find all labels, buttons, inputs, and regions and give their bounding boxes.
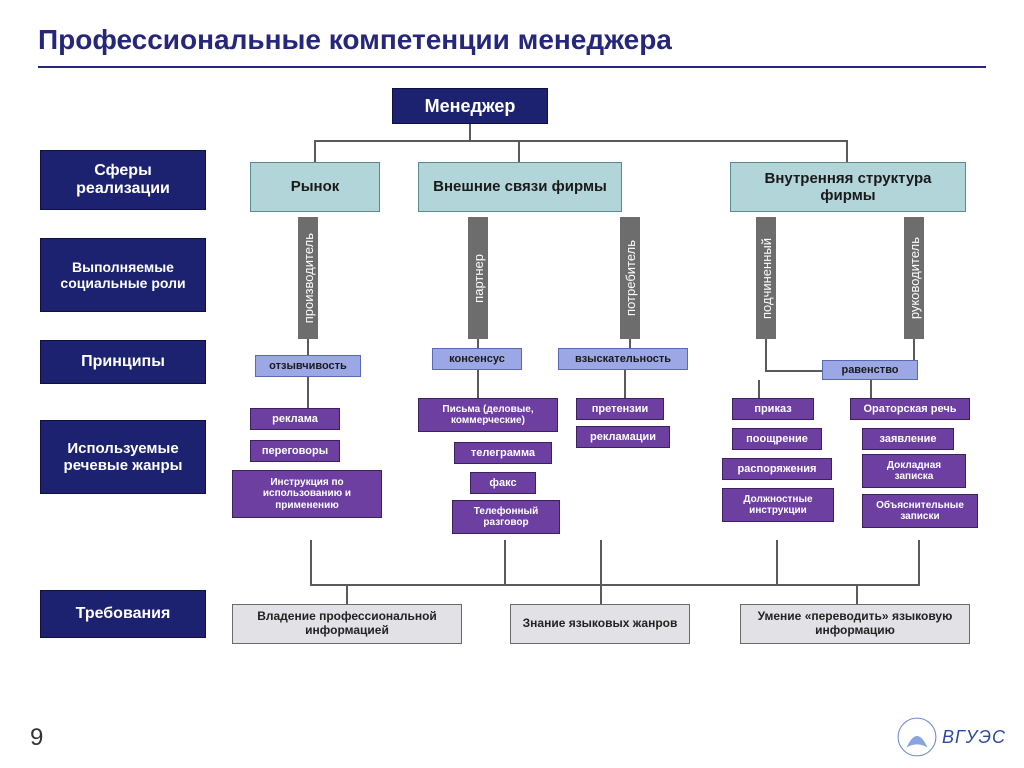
genre-11: поощрение (732, 428, 822, 450)
title-underline (38, 66, 986, 68)
genre-15: Должностные инструкции (722, 488, 834, 522)
left-label-2: Принципы (40, 340, 206, 384)
genre-16: Объяснительные записки (862, 494, 978, 528)
logo-icon (896, 716, 938, 758)
connector (846, 140, 848, 162)
genre-3: Письма (деловые, коммерческие) (418, 398, 558, 432)
genre-12: заявление (862, 428, 954, 450)
genre-0: реклама (250, 408, 340, 430)
connector (310, 584, 920, 586)
connector (776, 540, 778, 586)
sphere-2: Внутренняя структура фирмы (730, 162, 966, 212)
connector (314, 140, 846, 142)
genre-7: факс (470, 472, 536, 494)
role-pillar-3: подчиненный (756, 217, 776, 339)
requirement-1: Знание языковых жанров (510, 604, 690, 644)
requirement-2: Умение «переводить» языковую информацию (740, 604, 970, 644)
sphere-0: Рынок (250, 162, 380, 212)
connector (307, 377, 309, 409)
connector (518, 140, 520, 162)
principle-2: взыскательность (558, 348, 688, 370)
principle-1: консенсус (432, 348, 522, 370)
genre-1: переговоры (250, 440, 340, 462)
genre-14: Докладная записка (862, 454, 966, 488)
left-label-0: Сферы реализации (40, 150, 206, 210)
left-label-1: Выполняемые социальные роли (40, 238, 206, 312)
role-pillar-4: руководитель (904, 217, 924, 339)
slide-number: 9 (30, 724, 43, 752)
genre-5: рекламации (576, 426, 670, 448)
page-title: Профессиональные компетенции менеджера (38, 24, 672, 56)
connector (856, 584, 858, 604)
connector (307, 339, 309, 355)
left-label-4: Требования (40, 590, 206, 638)
requirement-0: Владение профессиональной информацией (232, 604, 462, 644)
left-label-3: Используемые речевые жанры (40, 420, 206, 494)
role-pillar-2: потребитель (620, 217, 640, 339)
genre-13: распоряжения (722, 458, 832, 480)
connector (765, 339, 767, 371)
genre-2: Инструкция по использованию и применению (232, 470, 382, 518)
genre-10: Ораторская речь (850, 398, 970, 420)
root-manager: Менеджер (392, 88, 548, 124)
connector (624, 370, 626, 398)
connector (870, 380, 872, 398)
connector (346, 584, 348, 604)
role-pillar-1: партнер (468, 217, 488, 339)
principle-3: равенство (822, 360, 918, 380)
connector (477, 370, 479, 398)
genre-6: телеграмма (454, 442, 552, 464)
connector (504, 540, 506, 586)
connector (314, 140, 316, 162)
logo-text: ВГУЭС (942, 727, 1006, 748)
role-pillar-0: производитель (298, 217, 318, 339)
connector (758, 380, 760, 398)
connector (600, 584, 602, 604)
connector (310, 540, 312, 586)
sphere-1: Внешние связи фирмы (418, 162, 622, 212)
principle-0: отзывчивость (255, 355, 361, 377)
connector (918, 540, 920, 586)
logo-vgues: ВГУЭС (896, 716, 1006, 758)
connector (600, 540, 602, 586)
genre-9: приказ (732, 398, 814, 420)
genre-4: претензии (576, 398, 664, 420)
genre-8: Телефонный разговор (452, 500, 560, 534)
